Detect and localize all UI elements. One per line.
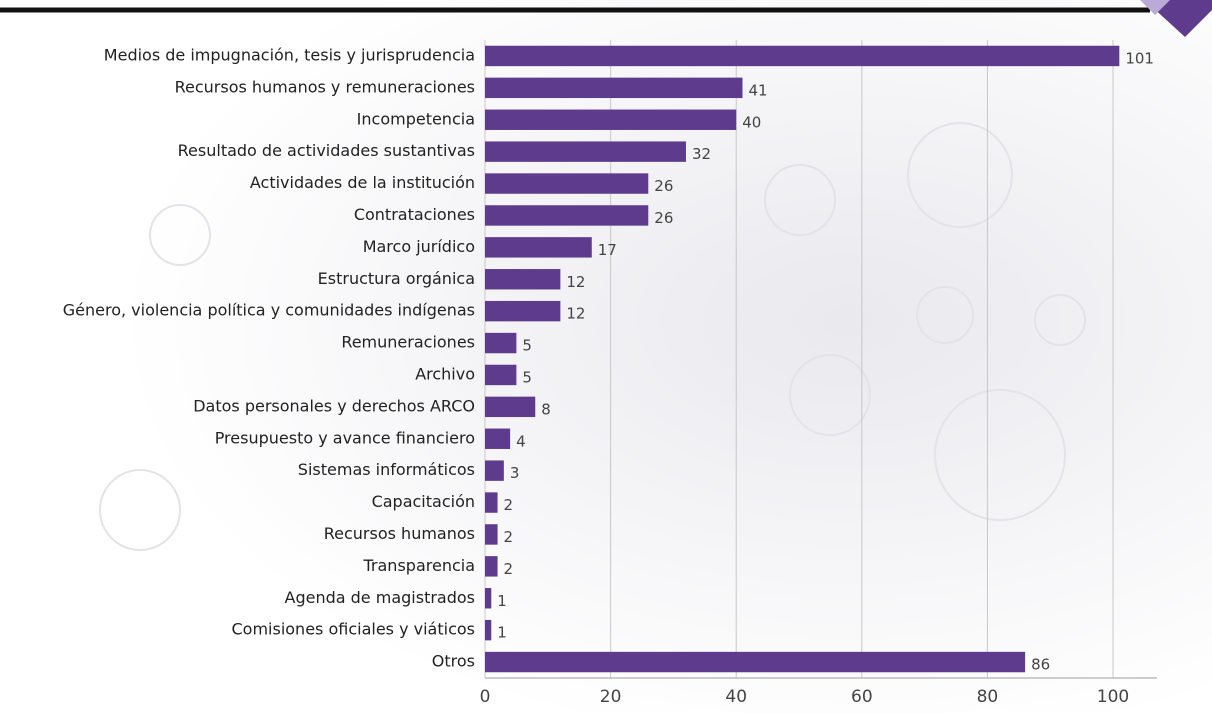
y-tick-label: Estructura orgánica <box>318 269 475 288</box>
y-tick-label: Otros <box>432 652 475 671</box>
value-label: 12 <box>566 305 585 323</box>
bar <box>485 396 536 418</box>
value-label: 1 <box>497 624 507 642</box>
value-label: 101 <box>1125 49 1154 67</box>
x-tick-label: 20 <box>600 687 622 707</box>
y-tick-label: Agenda de magistrados <box>285 588 475 607</box>
x-tick-label: 100 <box>1097 687 1129 707</box>
x-tick-label: 60 <box>851 687 873 707</box>
y-tick-label: Presupuesto y avance financiero <box>215 428 475 447</box>
y-tick-label: Actividades de la institución <box>250 173 475 192</box>
background-decoration <box>99 122 1086 551</box>
x-tick-label: 0 <box>480 687 491 707</box>
bar <box>485 524 498 545</box>
bar <box>485 428 511 449</box>
bar <box>485 109 737 130</box>
bar <box>485 619 492 641</box>
x-tick-label: 40 <box>725 687 747 707</box>
y-tick-label: Remuneraciones <box>341 333 475 352</box>
bar <box>485 460 504 481</box>
value-label: 86 <box>1031 656 1050 674</box>
value-label: 12 <box>566 273 585 291</box>
y-tick-label: Medios de impugnación, tesis y jurisprud… <box>104 45 475 64</box>
bar <box>485 237 592 258</box>
y-tick-label: Incompetencia <box>357 109 475 128</box>
value-label: 2 <box>504 560 514 578</box>
bar <box>485 45 1120 67</box>
value-label: 5 <box>522 337 532 355</box>
bar <box>485 556 498 577</box>
y-tick-label: Marco jurídico <box>363 237 475 256</box>
bar <box>485 77 743 99</box>
y-tick-label: Archivo <box>415 364 475 383</box>
bar <box>485 364 517 386</box>
bar <box>485 651 1026 673</box>
y-tick-label: Datos personales y derechos ARCO <box>193 396 475 415</box>
y-tick-label: Género, violencia política y comunidades… <box>63 301 475 320</box>
y-tick-label: Transparencia <box>363 556 476 575</box>
y-tick-label: Comisiones oficiales y viáticos <box>231 620 475 639</box>
value-label: 17 <box>598 241 617 259</box>
bar <box>485 588 492 609</box>
value-label: 41 <box>748 81 767 99</box>
y-tick-label: Sistemas informáticos <box>298 460 475 479</box>
y-tick-label: Contrataciones <box>354 205 475 224</box>
value-label: 3 <box>510 464 520 482</box>
value-label: 8 <box>541 400 551 418</box>
x-tick-label: 80 <box>977 687 999 707</box>
y-tick-label: Resultado de actividades sustantivas <box>178 141 475 160</box>
bar <box>485 173 649 194</box>
y-tick-label: Recursos humanos y remuneraciones <box>175 77 475 96</box>
bar <box>485 300 561 322</box>
bar <box>485 269 561 290</box>
bar <box>485 492 498 513</box>
value-label: 26 <box>654 177 673 195</box>
corner-ornament <box>1140 0 1212 37</box>
value-label: 2 <box>504 496 514 514</box>
value-label: 32 <box>692 145 711 163</box>
value-label: 5 <box>522 368 532 386</box>
y-tick-label: Capacitación <box>372 492 475 511</box>
value-label: 4 <box>516 432 526 450</box>
value-label: 26 <box>654 209 673 227</box>
value-label: 2 <box>504 528 514 546</box>
value-label: 40 <box>742 113 761 131</box>
bar <box>485 332 517 354</box>
y-tick-label: Recursos humanos <box>324 524 475 543</box>
value-label: 1 <box>497 592 507 610</box>
bar <box>485 141 686 162</box>
bar <box>485 205 649 226</box>
